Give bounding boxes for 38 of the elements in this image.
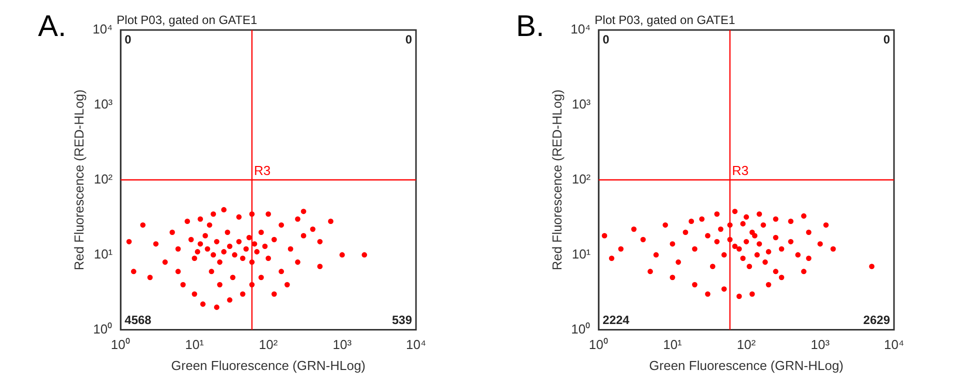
y-tick-label: 10⁴ — [570, 22, 591, 37]
annotation: 4568 — [124, 313, 152, 328]
x-tick-label: 10² — [736, 337, 756, 352]
x-tick-label: 10¹ — [663, 337, 683, 352]
x-tick-label: 10⁴ — [406, 337, 426, 352]
chart-subtitle: Plot P03, gated on GATE1 — [594, 13, 736, 27]
y-tick-label: 10³ — [94, 96, 114, 112]
y-tick-label: 10² — [94, 171, 114, 186]
x-tick-label: 10² — [258, 337, 278, 352]
y-tick-label: 10⁰ — [93, 321, 113, 336]
y-tick-label: 10¹ — [94, 246, 114, 262]
x-tick-label: 10³ — [332, 337, 352, 352]
x-tick-label: 10⁰ — [110, 337, 130, 352]
annotation: 2224 — [602, 313, 630, 328]
y-axis-title: Red Fluorescence (RED-HLog) — [549, 90, 564, 270]
x-axis-title: Green Fluorescence (GRN-HLog) — [171, 358, 366, 373]
chart-subtitle: Plot P03, gated on GATE1 — [116, 13, 258, 27]
ref-line-label: R3 — [732, 162, 749, 178]
x-axis-title: Green Fluorescence (GRN-HLog) — [649, 358, 844, 373]
annotation: 0 — [405, 32, 412, 46]
y-tick-label: 10⁴ — [92, 22, 113, 37]
annotation: 2629 — [863, 313, 890, 328]
x-tick-label: 10⁴ — [884, 337, 904, 352]
ref-line-label: R3 — [254, 162, 271, 178]
y-tick-label: 10² — [572, 171, 592, 186]
y-tick-label: 10¹ — [572, 246, 592, 262]
x-tick-label: 10³ — [810, 337, 830, 352]
x-tick-label: 10¹ — [185, 337, 205, 352]
annotation: 539 — [392, 313, 412, 328]
y-axis-title: Red Fluorescence (RED-HLog) — [71, 90, 86, 270]
chart-title: B. — [516, 10, 544, 43]
x-tick-label: 10⁰ — [588, 337, 608, 352]
annotation: 0 — [883, 32, 890, 46]
y-tick-label: 10³ — [572, 96, 592, 112]
annotation: 0 — [602, 32, 610, 46]
chart-title: A. — [38, 10, 66, 43]
annotation: 0 — [124, 32, 132, 46]
y-tick-label: 10⁰ — [571, 321, 591, 336]
